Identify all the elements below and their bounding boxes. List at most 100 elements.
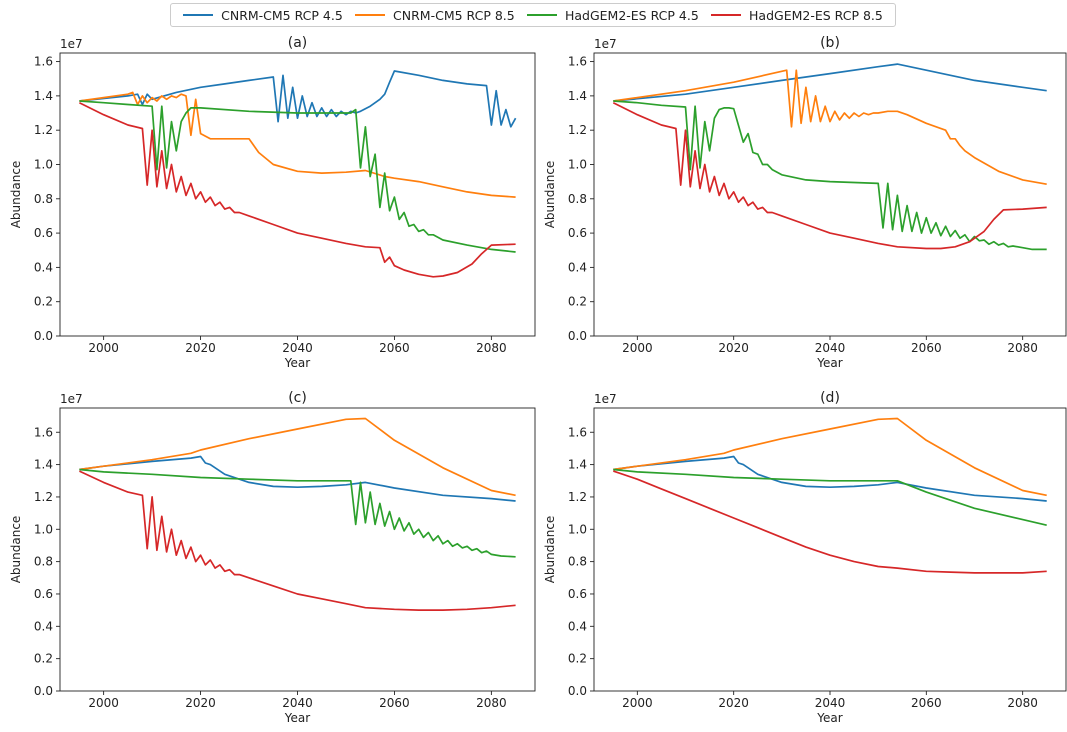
legend-entry-cnrm-45: CNRM-CM5 RCP 4.5 [183, 8, 343, 23]
series-line-hadgem2-es-rcp-8-5 [79, 101, 516, 278]
y-tick-label: 0.2 [34, 652, 53, 666]
series-line-hadgem2-es-rcp-4-5 [613, 100, 1047, 251]
y-offset-label: 1e7 [60, 37, 83, 51]
y-tick-label: 0.2 [568, 652, 587, 666]
panel-b: 2000 2020 2040 2060 2080 0.0 0.2 0.4 0.6 0.8 1.0 1.… [543, 35, 1067, 370]
legend-swatch-cnrm-45 [183, 14, 214, 16]
series-line-cnrm-cm5-rcp-8-5 [79, 417, 516, 497]
y-tick-label: 1.4 [568, 458, 587, 472]
y-tick-label: 0.4 [568, 619, 587, 633]
legend: CNRM-CM5 RCP 4.5 CNRM-CM5 RCP 8.5 HadGEM… [170, 3, 896, 27]
panel-c: 2000 2020 2040 2060 2080 0.0 0.2 0.4 0.6 0.8 1.0 1.… [9, 390, 536, 725]
y-tick-label: 0.8 [568, 555, 587, 569]
x-tick-label: 2080 [476, 341, 507, 355]
y-tick-label: 0.2 [34, 295, 53, 309]
y-tick-label: 1.6 [34, 55, 53, 69]
x-tick-label: 2000 [88, 341, 119, 355]
legend-swatch-cnrm-85 [355, 14, 386, 16]
series-line-cnrm-cm5-rcp-8-5 [613, 69, 1047, 186]
series-line-cnrm-cm5-rcp-4-5 [613, 455, 1047, 502]
y-tick-label: 1.2 [568, 490, 587, 504]
series-line-cnrm-cm5-rcp-4-5 [613, 63, 1047, 102]
y-tick-label: 0.4 [568, 260, 587, 274]
legend-swatch-hadgem-45 [526, 14, 557, 16]
y-offset-label: 1e7 [60, 392, 83, 406]
x-axis-label: Year [816, 356, 842, 370]
x-tick-label: 2000 [622, 696, 653, 710]
y-offset-label: 1e7 [594, 37, 617, 51]
x-tick-label: 2060 [379, 696, 410, 710]
x-tick-label: 2020 [718, 341, 749, 355]
y-tick-label: 0.0 [568, 329, 587, 343]
y-tick-label: 1.6 [34, 425, 53, 439]
y-tick-label: 1.2 [568, 123, 587, 137]
y-tick-label: 0.6 [568, 587, 587, 601]
legend-entry-hadgem-45: HadGEM2-ES RCP 4.5 [526, 7, 699, 23]
x-tick-label: 2000 [622, 341, 653, 355]
y-tick-label: 0.0 [34, 329, 53, 343]
series-line-hadgem2-es-rcp-4-5 [79, 468, 516, 558]
x-tick-label: 2000 [88, 696, 119, 710]
y-tick-label: 1.2 [34, 123, 53, 137]
y-offset-label: 1e7 [594, 392, 617, 406]
y-tick-label: 0.6 [34, 226, 53, 240]
y-tick-label: 1.0 [568, 522, 587, 536]
series-line-hadgem2-es-rcp-8-5 [612, 101, 1047, 250]
series-line-cnrm-cm5-rcp-4-5 [79, 455, 516, 502]
series-line-hadgem2-es-rcp-4-5 [613, 468, 1047, 527]
legend-label-hadgem-45: HadGEM2-ES RCP 4.5 [564, 7, 699, 23]
panel-d: 2000 2020 2040 2060 2080 0.0 0.2 0.4 0.6 0.8 1.0 1.… [543, 390, 1067, 725]
x-tick-label: 2060 [911, 341, 942, 355]
x-tick-label: 2020 [185, 341, 216, 355]
y-tick-label: 1.4 [34, 458, 53, 472]
series-group [612, 63, 1047, 251]
y-tick-label: 0.8 [34, 555, 53, 569]
y-tick-label: 0.4 [34, 260, 53, 274]
panel-a: 2000 2020 2040 2060 2080 0.0 0.2 0.4 0.6 0.8 1.0 1.… [9, 35, 536, 370]
x-tick-label: 2080 [1007, 341, 1038, 355]
series-line-cnrm-cm5-rcp-8-5 [613, 417, 1047, 497]
legend-label-cnrm-45: CNRM-CM5 RCP 4.5 [221, 7, 343, 23]
y-tick-label: 0.8 [568, 192, 587, 206]
x-tick-label: 2060 [911, 696, 942, 710]
series-line-hadgem2-es-rcp-4-5 [79, 100, 516, 253]
y-tick-label: 0.6 [34, 587, 53, 601]
series-group [79, 70, 517, 278]
y-tick-label: 1.0 [568, 157, 587, 171]
y-tick-label: 0.0 [34, 684, 53, 698]
y-axis-label: Abundance [9, 161, 23, 229]
y-axis-label: Abundance [543, 161, 557, 229]
series-line-hadgem2-es-rcp-8-5 [79, 470, 516, 611]
axes-frame [59, 407, 536, 692]
y-axis-label: Abundance [9, 516, 23, 584]
legend-swatch-hadgem-85 [711, 14, 742, 16]
x-tick-label: 2080 [476, 696, 507, 710]
x-axis-label: Year [284, 711, 310, 725]
legend-label-hadgem-85: HadGEM2-ES RCP 8.5 [749, 7, 883, 23]
panel-title: (c) [288, 390, 307, 406]
y-tick-label: 0.6 [568, 226, 587, 240]
axes-frame [593, 407, 1067, 692]
series-line-hadgem2-es-rcp-8-5 [613, 470, 1047, 574]
series-group [79, 417, 516, 611]
x-tick-label: 2040 [282, 696, 313, 710]
x-tick-label: 2020 [718, 696, 749, 710]
y-tick-label: 1.6 [568, 55, 587, 69]
x-axis-label: Year [284, 356, 310, 370]
y-tick-label: 0.4 [34, 619, 53, 633]
x-tick-label: 2040 [815, 341, 846, 355]
panel-title: (d) [820, 390, 840, 406]
y-tick-label: 1.0 [34, 157, 53, 171]
panel-title: (b) [820, 35, 840, 51]
y-tick-label: 0.0 [568, 684, 587, 698]
legend-entry-cnrm-85: CNRM-CM5 RCP 8.5 [355, 8, 515, 23]
x-tick-label: 2020 [185, 696, 216, 710]
y-tick-label: 1.4 [568, 89, 587, 103]
panel-title: (a) [288, 35, 308, 51]
legend-label-cnrm-85: CNRM-CM5 RCP 8.5 [393, 7, 515, 23]
y-tick-label: 1.4 [34, 89, 53, 103]
x-tick-label: 2080 [1007, 696, 1038, 710]
x-axis-label: Year [816, 711, 842, 725]
